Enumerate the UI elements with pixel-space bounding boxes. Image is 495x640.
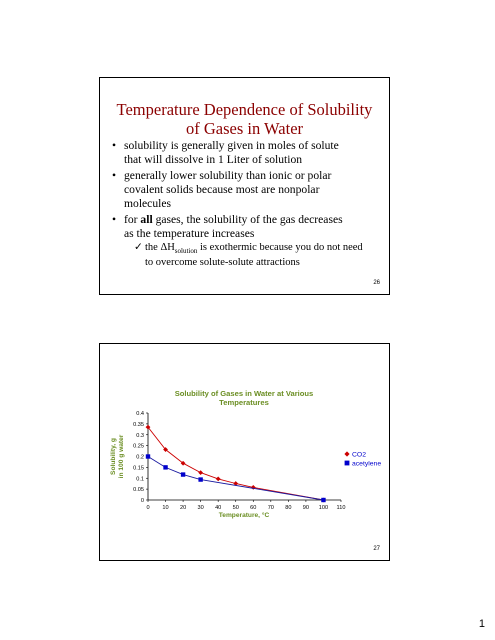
bullet-text: as the temperature increases: [124, 227, 255, 240]
sub-bullet-text: to overcome solute-solute attractions: [145, 257, 300, 269]
bullet-text-bold: all: [140, 213, 153, 226]
series-line-acetylene: [147, 456, 324, 501]
bullet-text-part: for: [124, 213, 141, 226]
data-point-co2: [145, 424, 151, 430]
y-tick-label: 0.2: [136, 455, 144, 461]
y-tick-label: 0.15: [133, 465, 144, 471]
data-point-acetylene: [321, 497, 326, 503]
sub-text-part: is exothermic because you do not need: [197, 242, 363, 253]
y-tick-label: 0.3: [136, 433, 144, 439]
legend-diamond-icon: [344, 451, 350, 457]
y-tick-label: 0: [141, 498, 144, 504]
y-tick-label: 0.05: [133, 487, 144, 493]
slide-title-line2: of Gases in Water: [185, 119, 304, 138]
page-number: 1: [478, 618, 485, 630]
x-tick-label: 40: [215, 505, 221, 511]
data-point-acetylene: [163, 465, 168, 470]
x-tick-label: 110: [337, 505, 346, 511]
y-axis-label: in 100 g water: [118, 434, 125, 478]
checkmark-icon: ✓: [134, 242, 143, 253]
data-point-co2: [180, 460, 186, 466]
legend-square-icon: [344, 460, 350, 466]
x-tick-label: 50: [233, 505, 239, 511]
slide-title-line1: Temperature Dependence of Solubility: [116, 100, 373, 119]
slide-number: 26: [373, 280, 380, 286]
x-tick-label: 90: [303, 505, 309, 511]
chart-title: Temperatures: [219, 398, 269, 407]
x-tick-label: 70: [268, 505, 274, 511]
data-point-acetylene: [145, 454, 151, 459]
slide-title: Temperature Dependence of Solubility of …: [100, 100, 389, 138]
subscript-solution: solution: [174, 247, 198, 256]
x-tick-label: 100: [319, 505, 328, 511]
x-tick-label: 0: [146, 505, 149, 511]
bullet-text: covalent solids because most are nonpola…: [124, 183, 320, 196]
x-tick-label: 80: [285, 505, 291, 511]
bullet-list: • solubility is generally given in moles…: [112, 139, 386, 271]
bullet-item-2: • generally lower solubility than ionic …: [112, 169, 386, 211]
legend-label: acetylene: [352, 461, 381, 468]
x-tick-label: 10: [162, 505, 168, 511]
x-tick-label: 20: [180, 505, 186, 511]
y-tick-label: 0.35: [133, 422, 144, 428]
slide-number: 27: [373, 546, 380, 552]
solubility-chart: Solubility of Gases in Water at VariousT…: [110, 389, 381, 519]
slide-26: Temperature Dependence of Solubility of …: [99, 77, 390, 295]
bullet-text: for all gases, the solubility of the gas…: [124, 213, 386, 227]
x-tick-label: 60: [250, 505, 256, 511]
legend-label: CO2: [352, 452, 366, 459]
data-point-co2: [163, 447, 168, 452]
bullet-item-3: • for all gases, the solubility of the g…: [112, 213, 386, 269]
x-axis-label: Temperature, °C: [219, 511, 270, 519]
sub-bullet: ✓ the ΔHsolution is exothermic because y…: [124, 242, 386, 269]
y-tick-label: 0.4: [136, 411, 144, 417]
bullet-text: that will dissolve in 1 Liter of solutio…: [124, 153, 303, 166]
y-axis-label: Solubility, g: [110, 438, 117, 475]
y-tick-label: 0.1: [136, 476, 144, 482]
bullet-item-1: • solubility is generally given in moles…: [112, 139, 386, 167]
data-point-co2: [233, 481, 239, 486]
bullet-text: generally lower solubility than ionic or…: [124, 169, 332, 182]
sub-text-part: the: [145, 242, 161, 253]
series-line-co2: [147, 426, 324, 501]
bullet-dot-icon: •: [112, 213, 117, 226]
bullet-dot-icon: •: [112, 139, 117, 152]
bullet-text-part: gases, the solubility of the gas decreas…: [152, 213, 343, 226]
sub-bullet-text: the ΔHsolution is exothermic because you…: [145, 242, 386, 257]
bullet-dot-icon: •: [112, 169, 117, 182]
x-tick-label: 30: [198, 505, 204, 511]
bullet-text: molecules: [124, 197, 172, 210]
bullet-text: solubility is generally given in moles o…: [124, 139, 339, 152]
data-point-acetylene: [180, 472, 186, 477]
delta-h-symbol: ΔH: [160, 242, 175, 253]
data-point-acetylene: [198, 477, 203, 482]
data-point-co2: [198, 470, 204, 475]
slide-27: Solubility of Gases in Water at Various T…: [99, 343, 390, 561]
chart-title: Solubility of Gases in Water at Various: [175, 389, 314, 398]
data-point-co2: [215, 476, 221, 482]
y-tick-label: 0.25: [133, 444, 144, 450]
